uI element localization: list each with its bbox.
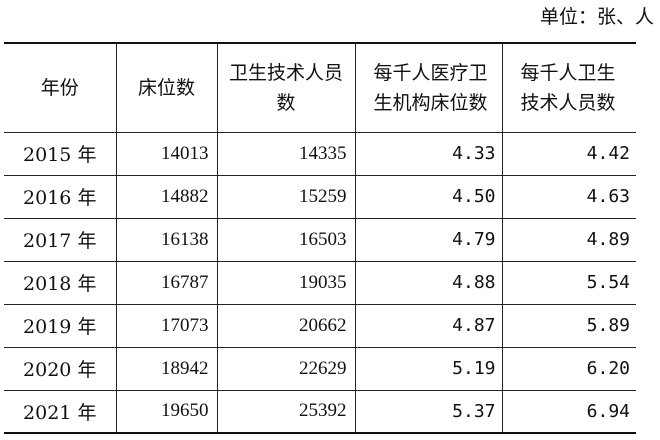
- cell-beds: 14882: [115, 175, 218, 219]
- cell-beds: 16138: [115, 218, 218, 262]
- cell-beds: 19650: [115, 390, 218, 434]
- cell-beds: 17073: [115, 304, 218, 348]
- cell-year: 2020 年: [4, 347, 117, 391]
- cell-beds-per-thousand: 4.50: [354, 175, 503, 219]
- cell-year: 2021 年: [4, 390, 117, 434]
- cell-year: 2018 年: [4, 261, 117, 305]
- cell-staff-per-thousand: 4.63: [501, 175, 636, 219]
- table-row: 2016 年 14882 15259 4.50 4.63: [4, 175, 636, 219]
- cell-beds-per-thousand: 4.33: [354, 132, 503, 176]
- cell-staff-per-thousand: 6.94: [501, 390, 636, 434]
- header-staff-per-thousand: 每千人卫生技术人员数: [501, 42, 636, 133]
- cell-staff-per-thousand: 4.89: [501, 218, 636, 262]
- cell-tech-staff: 22629: [216, 347, 356, 391]
- cell-year: 2019 年: [4, 304, 117, 348]
- cell-beds-per-thousand: 4.79: [354, 218, 503, 262]
- table-body: 2015 年 14013 14335 4.33 4.42 2016 年 1488…: [4, 132, 636, 434]
- header-row: 年份 床位数 卫生技术人员数 每千人医疗卫生机构床位数 每千人卫生技术人员数: [4, 42, 636, 133]
- cell-tech-staff: 20662: [216, 304, 356, 348]
- cell-beds-per-thousand: 4.88: [354, 261, 503, 305]
- table-row: 2018 年 16787 19035 4.88 5.54: [4, 261, 636, 305]
- health-resources-table: 年份 床位数 卫生技术人员数 每千人医疗卫生机构床位数 每千人卫生技术人员数 2…: [4, 42, 636, 434]
- cell-beds: 18942: [115, 347, 218, 391]
- cell-staff-per-thousand: 6.20: [501, 347, 636, 391]
- table-header: 年份 床位数 卫生技术人员数 每千人医疗卫生机构床位数 每千人卫生技术人员数: [4, 42, 636, 133]
- table-row: 2021 年 19650 25392 5.37 6.94: [4, 390, 636, 434]
- cell-year: 2017 年: [4, 218, 117, 262]
- cell-beds: 16787: [115, 261, 218, 305]
- cell-tech-staff: 14335: [216, 132, 356, 176]
- table-row: 2019 年 17073 20662 4.87 5.89: [4, 304, 636, 348]
- cell-tech-staff: 15259: [216, 175, 356, 219]
- header-year: 年份: [4, 42, 117, 133]
- cell-year: 2015 年: [4, 132, 117, 176]
- header-beds-per-thousand: 每千人医疗卫生机构床位数: [354, 42, 503, 133]
- cell-beds: 14013: [115, 132, 218, 176]
- header-tech-staff: 卫生技术人员数: [216, 42, 356, 133]
- table-row: 2020 年 18942 22629 5.19 6.20: [4, 347, 636, 391]
- cell-staff-per-thousand: 5.54: [501, 261, 636, 305]
- cell-beds-per-thousand: 4.87: [354, 304, 503, 348]
- cell-tech-staff: 16503: [216, 218, 356, 262]
- cell-staff-per-thousand: 4.42: [501, 132, 636, 176]
- cell-beds-per-thousand: 5.37: [354, 390, 503, 434]
- cell-staff-per-thousand: 5.89: [501, 304, 636, 348]
- cell-tech-staff: 25392: [216, 390, 356, 434]
- table-row: 2015 年 14013 14335 4.33 4.42: [4, 132, 636, 176]
- header-beds: 床位数: [115, 42, 218, 133]
- cell-year: 2016 年: [4, 175, 117, 219]
- cell-tech-staff: 19035: [216, 261, 356, 305]
- cell-beds-per-thousand: 5.19: [354, 347, 503, 391]
- unit-note: 单位：张、人: [539, 6, 654, 28]
- table-row: 2017 年 16138 16503 4.79 4.89: [4, 218, 636, 262]
